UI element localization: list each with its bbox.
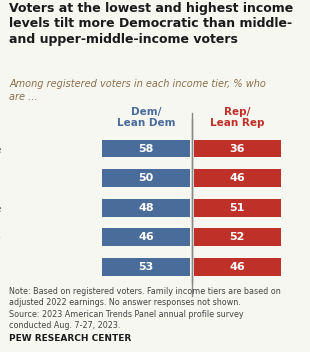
Bar xyxy=(103,199,190,216)
Text: Among registered voters in each income tier, % who
are ...: Among registered voters in each income t… xyxy=(9,79,266,102)
Text: 46: 46 xyxy=(229,262,245,272)
Text: Voters at the lowest and highest income
levels tilt more Democratic than middle-: Voters at the lowest and highest income … xyxy=(9,2,294,46)
Text: Note: Based on registered voters. Family income tiers are based on
adjusted 2022: Note: Based on registered voters. Family… xyxy=(9,287,281,330)
Text: 46: 46 xyxy=(138,232,154,242)
Text: Dem/
Lean Dem: Dem/ Lean Dem xyxy=(117,107,175,128)
Bar xyxy=(193,228,281,246)
Bar xyxy=(193,199,281,216)
Bar xyxy=(193,258,281,276)
Text: 52: 52 xyxy=(230,232,245,242)
Text: 58: 58 xyxy=(139,144,154,153)
Text: 46: 46 xyxy=(229,173,245,183)
Text: 36: 36 xyxy=(229,144,245,153)
Bar xyxy=(103,140,190,157)
Bar xyxy=(193,140,281,157)
Text: Rep/
Lean Rep: Rep/ Lean Rep xyxy=(210,107,264,128)
Text: 53: 53 xyxy=(139,262,154,272)
Bar xyxy=(103,228,190,246)
Text: 48: 48 xyxy=(139,203,154,213)
Text: 50: 50 xyxy=(139,173,154,183)
Text: PEW RESEARCH CENTER: PEW RESEARCH CENTER xyxy=(9,334,131,343)
Bar xyxy=(103,169,190,187)
Bar xyxy=(103,258,190,276)
Bar xyxy=(193,169,281,187)
Text: 51: 51 xyxy=(230,203,245,213)
